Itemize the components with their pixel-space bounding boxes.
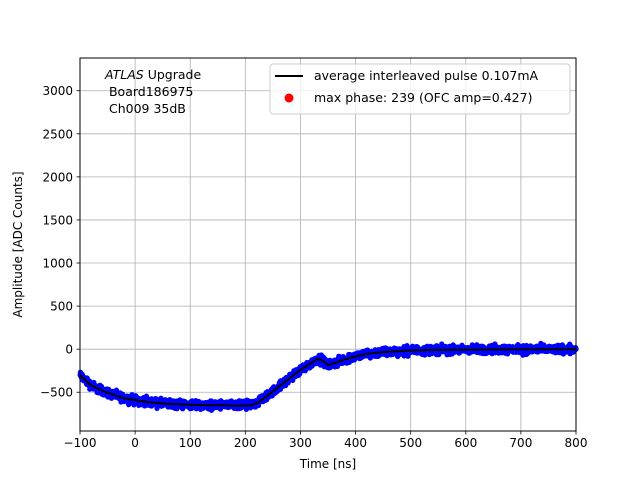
y-tick-label: 0: [65, 343, 73, 357]
y-tick-label: 500: [50, 300, 73, 314]
x-tick-label: 0: [131, 436, 139, 450]
legend-box: [269, 63, 571, 115]
x-axis-ticks: −100 0 100 200 300 400 500 600 700 800: [64, 431, 588, 450]
x-tick-label: 400: [344, 436, 367, 450]
legend-label-average: average interleaved pulse 0.107mA: [314, 68, 539, 83]
y-tick-label: 1000: [42, 257, 73, 271]
x-tick-label: 500: [399, 436, 422, 450]
annotation-line-2: Board186975: [105, 84, 193, 99]
annotation-atlas: ATLAS: [104, 67, 144, 82]
x-tick-label: 700: [509, 436, 532, 450]
legend-marker-swatch: [284, 93, 294, 103]
legend-label-max-phase: max phase: 239 (OFC amp=0.427): [314, 90, 532, 105]
x-tick-label: 300: [289, 436, 312, 450]
annotation-upgrade: Upgrade: [144, 67, 202, 82]
x-tick-label: 600: [454, 436, 477, 450]
legend: average interleaved pulse 0.107mA max ph…: [269, 63, 571, 115]
y-axis-ticks: −500 0 500 1000 1500 2000 2500 3000: [40, 84, 80, 400]
y-tick-label: 3000: [42, 84, 73, 98]
plot-frame: [79, 57, 577, 432]
y-tick-label: 2000: [42, 170, 73, 184]
annotation-line-1: ATLAS Upgrade: [104, 67, 201, 82]
y-tick-label: −500: [40, 386, 73, 400]
y-tick-label: 1500: [42, 213, 73, 227]
average-pulse-polyline: [79, 348, 576, 407]
y-tick-label: 2500: [42, 127, 73, 141]
y-axis-label: Amplitude [ADC Counts]: [11, 171, 25, 317]
x-tick-label: 200: [234, 436, 257, 450]
average-pulse-line: [79, 348, 576, 407]
x-tick-label: −100: [64, 436, 97, 450]
atlas-annotation: ATLAS Upgrade Board186975 Ch009 35dB: [104, 67, 201, 116]
x-tick-label: 800: [565, 436, 588, 450]
x-tick-label: 100: [179, 436, 202, 450]
annotation-line-3: Ch009 35dB: [105, 101, 186, 116]
x-axis-label: Time [ns]: [299, 457, 356, 471]
